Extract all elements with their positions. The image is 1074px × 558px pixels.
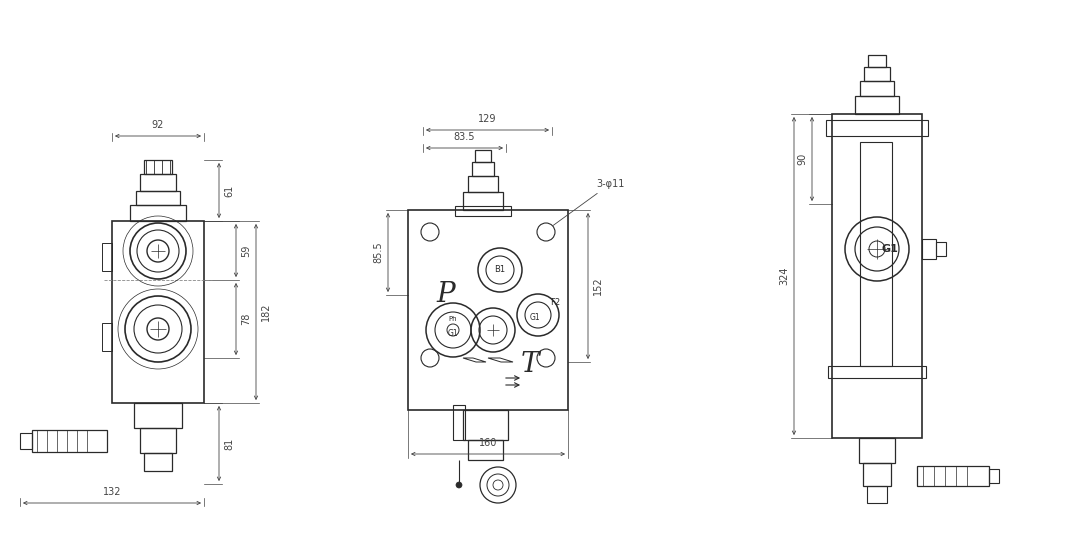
Bar bbox=[832, 114, 921, 438]
Text: 81: 81 bbox=[224, 437, 234, 450]
Bar bbox=[140, 174, 176, 191]
Bar bbox=[468, 440, 503, 460]
Text: 152: 152 bbox=[593, 277, 603, 295]
Bar bbox=[408, 210, 568, 410]
Bar bbox=[102, 323, 112, 351]
Text: 78: 78 bbox=[241, 313, 251, 325]
Bar bbox=[863, 463, 891, 486]
Bar bbox=[860, 142, 892, 366]
Bar bbox=[826, 120, 928, 136]
Text: 132: 132 bbox=[103, 487, 121, 497]
Bar bbox=[136, 191, 180, 205]
Text: G1: G1 bbox=[448, 330, 459, 339]
Bar bbox=[921, 239, 937, 259]
Text: G1: G1 bbox=[529, 312, 540, 321]
Bar bbox=[989, 469, 999, 483]
Bar bbox=[867, 486, 887, 503]
Text: 3-φ11: 3-φ11 bbox=[553, 179, 624, 225]
Circle shape bbox=[456, 482, 462, 488]
Bar bbox=[863, 67, 890, 81]
Bar bbox=[453, 405, 465, 440]
Text: 129: 129 bbox=[478, 114, 497, 124]
Bar bbox=[455, 206, 511, 216]
Text: 61: 61 bbox=[224, 184, 234, 196]
Text: 182: 182 bbox=[261, 303, 271, 321]
Text: 83.5: 83.5 bbox=[453, 132, 476, 142]
Bar bbox=[859, 438, 895, 463]
Text: 85.5: 85.5 bbox=[373, 242, 383, 263]
Bar bbox=[917, 466, 989, 486]
Bar bbox=[32, 430, 107, 452]
Bar bbox=[468, 176, 498, 192]
Bar bbox=[463, 192, 503, 210]
Text: G1: G1 bbox=[882, 244, 899, 254]
Bar bbox=[463, 410, 508, 440]
Bar bbox=[20, 433, 32, 449]
Bar bbox=[860, 81, 894, 96]
Text: P: P bbox=[437, 281, 455, 309]
Bar bbox=[475, 150, 491, 162]
Bar bbox=[112, 221, 204, 403]
Bar bbox=[102, 243, 112, 271]
Text: F2: F2 bbox=[550, 298, 561, 307]
Text: 160: 160 bbox=[479, 438, 497, 448]
Text: 324: 324 bbox=[779, 267, 789, 285]
Bar bbox=[828, 366, 926, 378]
Bar bbox=[140, 428, 176, 453]
Bar bbox=[144, 160, 172, 174]
Bar bbox=[855, 96, 899, 114]
Text: 92: 92 bbox=[151, 120, 164, 130]
Text: T: T bbox=[521, 352, 539, 378]
Bar bbox=[130, 205, 186, 221]
Bar bbox=[937, 242, 946, 256]
Bar bbox=[471, 162, 494, 176]
Bar bbox=[134, 403, 182, 428]
Text: 59: 59 bbox=[241, 244, 251, 257]
Text: B1: B1 bbox=[494, 266, 506, 275]
Bar bbox=[868, 55, 886, 67]
Bar bbox=[144, 453, 172, 471]
Text: Ph: Ph bbox=[449, 316, 458, 322]
Text: 90: 90 bbox=[797, 153, 807, 165]
